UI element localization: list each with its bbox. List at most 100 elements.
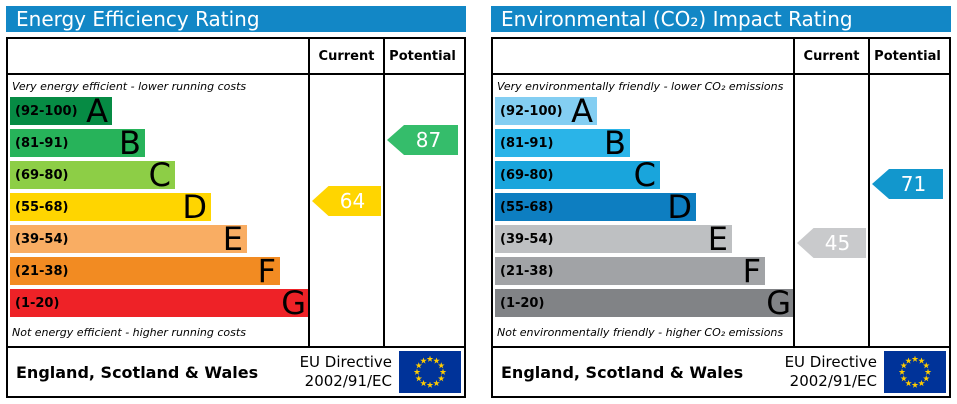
star-icon [900, 375, 908, 382]
eu-flag-icon [399, 351, 461, 393]
bottom-caption: Not environmentally friendly - higher CO… [497, 326, 784, 339]
star-icon [905, 379, 912, 387]
band-letter: B [604, 124, 626, 162]
eu-directive-label: EU Directive 2002/91/EC [300, 353, 392, 391]
star-icon [437, 375, 445, 382]
star-icon [420, 357, 427, 364]
star-icon [415, 362, 423, 369]
environmental-panel-title: Environmental (CO₂) Impact Rating [491, 6, 951, 32]
band-letter: F [742, 252, 761, 290]
band-range-label: (21-38) [500, 263, 554, 279]
band-letter: C [148, 156, 171, 194]
energy-efficiency-panel: Energy Efficiency Rating Current Potenti… [6, 6, 466, 398]
rating-scale-column: Very energy efficient - lower running co… [8, 75, 310, 346]
region-label: England, Scotland & Wales [501, 362, 744, 382]
star-icon [924, 368, 932, 375]
rating-scale-column: Very environmentally friendly - lower CO… [493, 75, 795, 346]
potential-rating-value: 87 [415, 128, 442, 152]
band-range-label: (69-80) [15, 167, 69, 183]
band-range-label: (55-68) [500, 199, 554, 215]
band-letter: E [707, 220, 728, 258]
rating-scale-body: Very environmentally friendly - lower CO… [493, 75, 949, 346]
band-letter: D [667, 188, 692, 226]
energy-panel-title: Energy Efficiency Rating [6, 6, 466, 32]
band-row-d: (55-68) D [10, 188, 211, 226]
band-row-a: (92-100) A [10, 92, 112, 130]
band-letter: D [182, 188, 207, 226]
eu-directive-line2: 2002/91/EC [789, 372, 877, 390]
current-value-column: 45 [795, 75, 870, 346]
current-rating-arrow: 64 [312, 186, 381, 216]
band-letter: G [766, 284, 791, 322]
star-icon [437, 362, 445, 369]
star-icon [415, 375, 423, 382]
potential-column-header: Potential [389, 48, 456, 64]
header-spacer-cell [8, 39, 310, 73]
star-icon [433, 357, 440, 364]
band-row-b: (81-91) B [10, 124, 145, 162]
footer-row: England, Scotland & Wales EU Directive 2… [493, 346, 949, 396]
band-row-b: (81-91) B [495, 124, 630, 162]
star-icon [439, 368, 447, 375]
header-spacer-cell [493, 39, 795, 73]
bottom-caption: Not energy efficient - higher running co… [12, 326, 246, 339]
band-range-label: (1-20) [15, 295, 60, 311]
top-caption: Very energy efficient - lower running co… [12, 80, 247, 93]
potential-column-header: Potential [874, 48, 941, 64]
current-rating-value: 64 [339, 189, 366, 213]
star-icon [426, 355, 434, 362]
band-row-f: (21-38) F [495, 252, 765, 290]
band-range-label: (81-91) [500, 135, 554, 151]
band-letter: E [222, 220, 243, 258]
star-icon [905, 357, 912, 364]
eu-directive-label: EU Directive 2002/91/EC [785, 353, 877, 391]
star-icon [426, 381, 434, 388]
star-icon [911, 355, 919, 362]
eu-flag-icon [884, 351, 946, 393]
potential-rating-value: 71 [900, 172, 927, 196]
band-row-a: (92-100) A [495, 95, 597, 127]
star-icon [898, 368, 906, 375]
eu-directive-line1: EU Directive [299, 353, 392, 372]
eu-directive-line1: EU Directive [784, 353, 877, 372]
star-icon [420, 379, 427, 387]
potential-value-column: 87 [385, 75, 460, 346]
band-row-e: (39-54) E [495, 220, 732, 258]
star-icon [911, 381, 919, 388]
star-icon [900, 362, 908, 369]
star-icon [433, 379, 440, 387]
band-range-label: (92-100) [15, 103, 78, 119]
star-icon [922, 375, 930, 382]
star-icon [922, 362, 930, 369]
environmental-rating-table: Current Potential Very environmentally f… [491, 37, 951, 398]
band-range-label: (21-38) [15, 263, 69, 279]
star-icon [413, 368, 421, 375]
star-icon [918, 379, 925, 387]
band-row-c: (69-80) C [10, 156, 175, 194]
band-range-label: (39-54) [500, 231, 554, 247]
band-row-c: (69-80) C [495, 156, 660, 194]
star-icon [918, 357, 925, 364]
band-row-e: (39-54) E [10, 220, 247, 258]
band-letter: B [119, 124, 141, 162]
band-letter: G [281, 284, 306, 322]
band-letter: A [86, 92, 108, 130]
band-letter: F [257, 252, 276, 290]
eu-directive-line2: 2002/91/EC [304, 372, 392, 390]
rating-scale-body: Very energy efficient - lower running co… [8, 75, 464, 346]
band-range-label: (69-80) [500, 167, 554, 183]
current-rating-value: 45 [824, 231, 851, 255]
band-row-g: (1-20) G [10, 284, 308, 322]
potential-rating-arrow: 71 [872, 169, 943, 199]
band-range-label: (55-68) [15, 199, 69, 215]
column-header-row: Current Potential [493, 39, 949, 75]
energy-rating-table: Current Potential Very energy efficient … [6, 37, 466, 398]
band-row-f: (21-38) F [10, 252, 280, 290]
band-letter: C [633, 156, 656, 194]
band-range-label: (81-91) [15, 135, 69, 151]
column-header-row: Current Potential [8, 39, 464, 75]
potential-value-column: 71 [870, 75, 945, 346]
band-range-label: (39-54) [15, 231, 69, 247]
band-row-d: (55-68) D [495, 188, 696, 226]
region-label: England, Scotland & Wales [16, 362, 259, 382]
